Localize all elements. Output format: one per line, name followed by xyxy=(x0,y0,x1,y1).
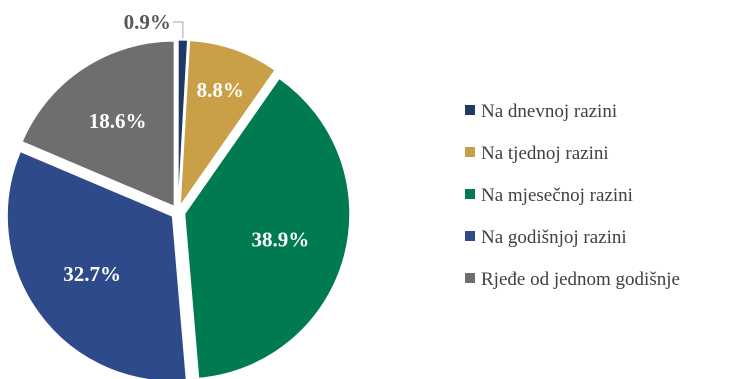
legend-swatch-na-tjednoj-razini xyxy=(465,147,475,157)
legend-label-na-godisnjoj-razini: Na godišnjoj razini xyxy=(481,227,627,248)
legend-label-na-tjednoj-razini: Na tjednoj razini xyxy=(481,143,609,164)
legend-swatch-na-mjesecnoj-razini xyxy=(465,189,475,199)
legend-swatch-na-godisnjoj-razini xyxy=(465,231,475,241)
leader-lines xyxy=(172,21,184,39)
pie-slice-na-dnevnoj-razini xyxy=(177,39,189,206)
data-label-rjede-od-jednom-godisnje: 18.6% xyxy=(89,109,147,133)
legend-swatch-rjede-od-jednom-godisnje xyxy=(465,273,475,283)
legend-label-rjede-od-jednom-godisnje: Rjeđe od jednom godišnje xyxy=(481,269,680,290)
legend: Na dnevnoj razini Na tjednoj razini Na mje… xyxy=(465,101,680,290)
data-label-na-mjesecnoj-razini: 38.9% xyxy=(251,228,309,252)
data-label-na-dnevnoj-razini: 0.9% xyxy=(124,10,171,34)
legend-swatch-na-dnevnoj-razini xyxy=(465,105,475,115)
legend-label-na-dnevnoj-razini: Na dnevnoj razini xyxy=(481,101,617,122)
legend-label-na-mjesecnoj-razini: Na mjesečnoj razini xyxy=(481,185,633,206)
leader-line xyxy=(172,21,184,39)
pie-slice-na-tjednoj-razini xyxy=(179,40,276,208)
pie-slice-rjede-od-jednom-godisnje xyxy=(21,40,175,207)
data-label-na-tjednoj-razini: 8.8% xyxy=(197,78,244,102)
pie-slices xyxy=(6,39,351,379)
data-labels: 0.9% 8.8% 38.9% 32.7% 18.6% xyxy=(63,10,309,286)
data-label-na-godisnjoj-razini: 32.7% xyxy=(63,262,121,286)
pie-slice-na-mjesecnoj-razini xyxy=(184,77,351,379)
